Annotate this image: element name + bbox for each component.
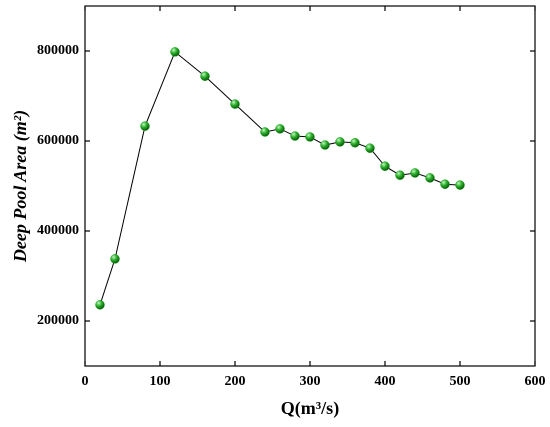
marker [140, 121, 150, 131]
marker [305, 132, 315, 142]
marker [395, 170, 405, 180]
x-tick-label: 600 [525, 374, 546, 389]
y-tick-label: 200000 [37, 313, 79, 328]
y-axis-label: Deep Pool Area (m²) [10, 110, 31, 263]
x-tick-label: 500 [450, 374, 471, 389]
marker [455, 180, 465, 190]
line [99, 51, 461, 305]
x-axis-label: Q(m³/s) [281, 398, 339, 419]
marker [260, 127, 270, 137]
marker [110, 254, 120, 264]
marker [170, 47, 180, 57]
marker [440, 179, 450, 189]
marker [290, 131, 300, 141]
marker [95, 300, 105, 310]
marker [380, 161, 390, 171]
x-tick-label: 400 [375, 374, 396, 389]
marker [320, 140, 330, 150]
marker [200, 71, 210, 81]
plot-frame [84, 5, 536, 367]
y-tick-label: 400000 [37, 223, 79, 238]
y-tick-label: 800000 [37, 43, 79, 58]
marker [335, 137, 345, 147]
marker [410, 168, 420, 178]
marker [365, 143, 375, 153]
x-tick-label: 200 [225, 374, 246, 389]
marker [350, 138, 360, 148]
x-tick-label: 300 [300, 374, 321, 389]
x-tick-label: 0 [82, 374, 89, 389]
y-tick-label: 600000 [37, 133, 79, 148]
marker [425, 173, 435, 183]
marker [275, 124, 285, 134]
marker [230, 99, 240, 109]
x-tick-label: 100 [150, 374, 171, 389]
